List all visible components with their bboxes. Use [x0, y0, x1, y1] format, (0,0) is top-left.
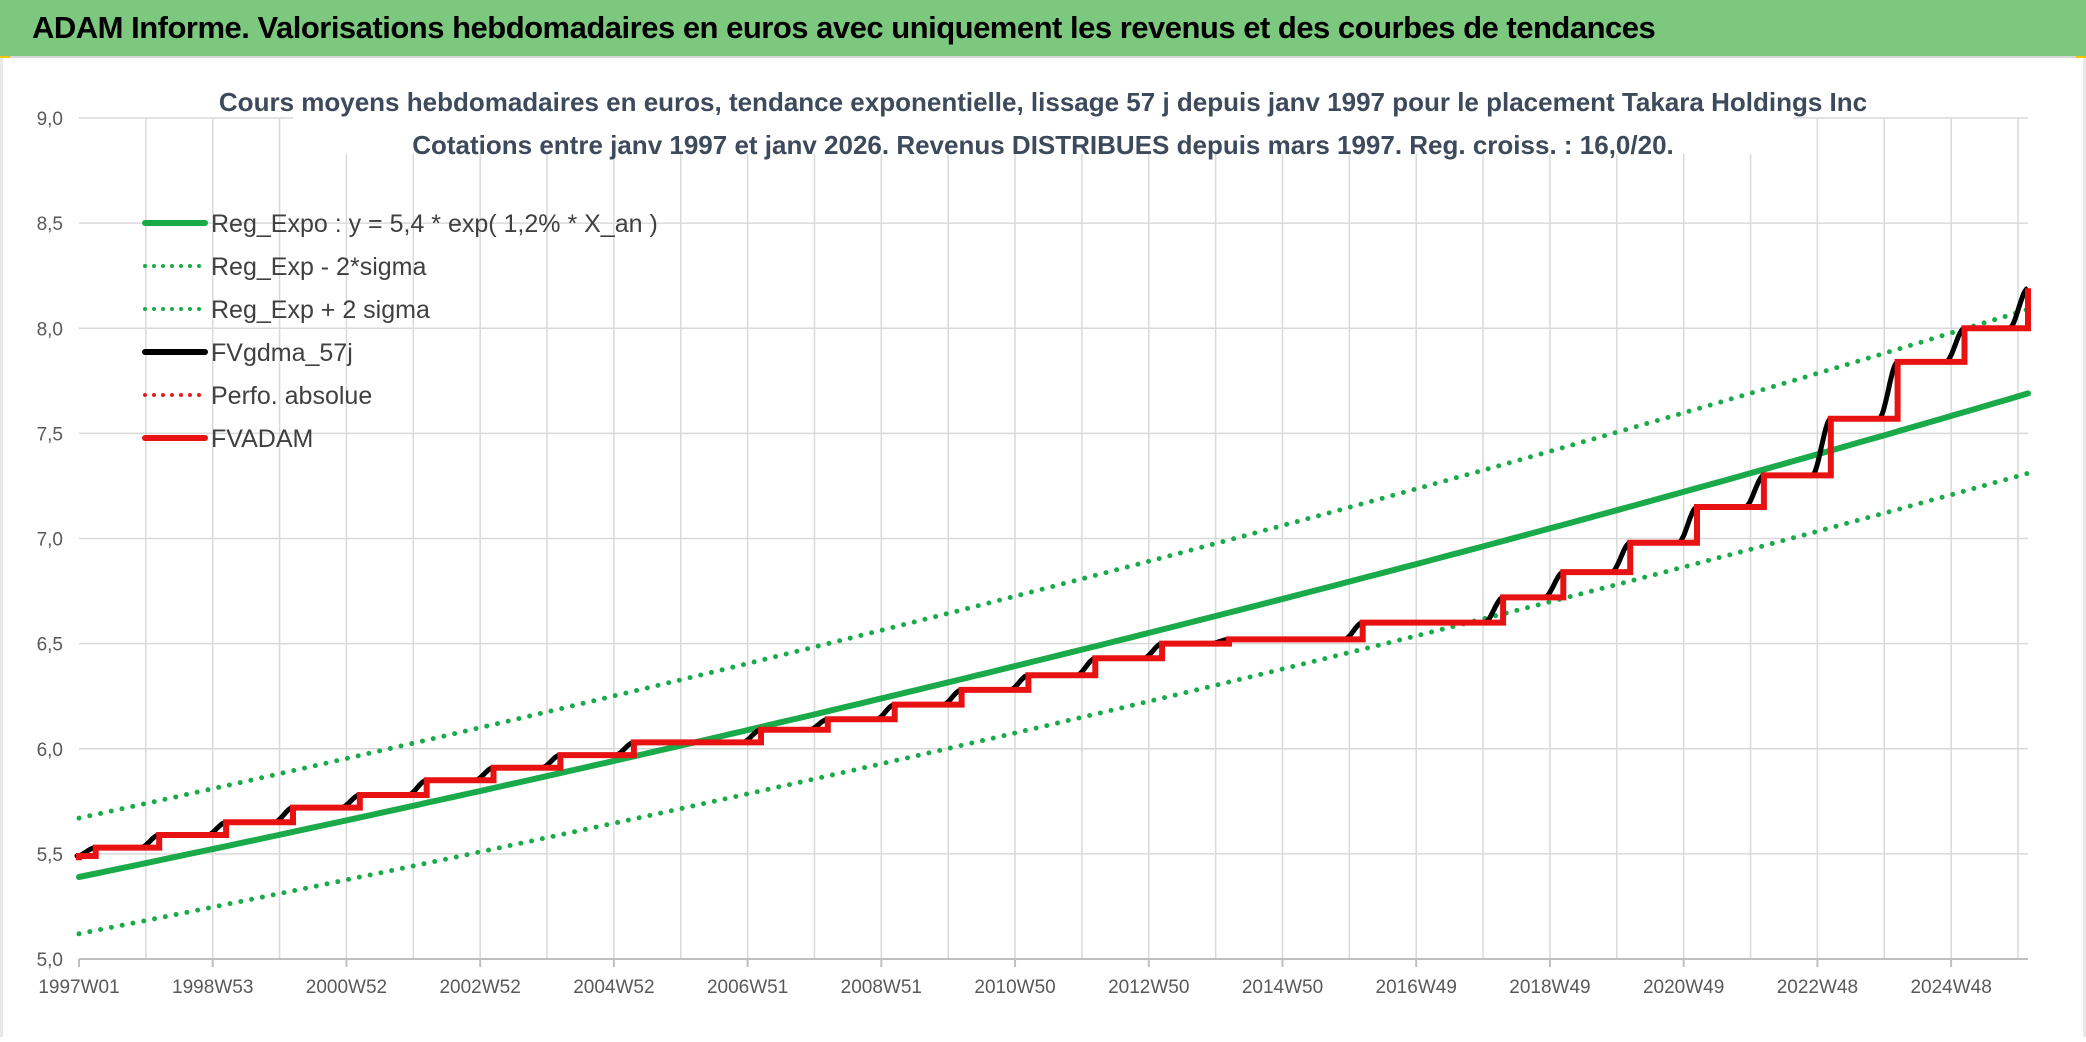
series-line-reg-exp-minus-2sigma: [76, 470, 2031, 937]
grid-layer: [79, 117, 2028, 960]
chart-svg: 5,0 5,5 6,0 6,5 7,0 7,5 8,0 8,5 9,0 1997W01 1998W5…: [37, 78, 2031, 998]
chart-subtitle: Cotations entre janv 1997 et janv 2026. …: [412, 130, 1674, 160]
y-tick-label: 8,0: [37, 319, 63, 340]
legend-label: Reg_Expo : y = 5,4 * exp( 1,2% * X_an ): [211, 210, 658, 238]
y-tick-label: 8,5: [37, 214, 63, 235]
chart-area: 5,0 5,5 6,0 6,5 7,0 7,5 8,0 8,5 9,0 1997W01 1998W5…: [0, 58, 2086, 1037]
x-tick-label: 1997W01: [38, 977, 119, 998]
axis-layer: 5,0 5,5 6,0 6,5 7,0 7,5 8,0 8,5 9,0 1997W01 1998W5…: [37, 109, 2028, 998]
x-tick-label: 2016W49: [1376, 977, 1457, 998]
chart-title: Cours moyens hebdomadaires en euros, ten…: [219, 87, 1867, 117]
legend-label: Reg_Exp + 2 sigma: [211, 296, 430, 324]
series-line-fvgdma-57j: [74, 286, 2030, 859]
y-tick-label: 5,5: [37, 845, 63, 866]
x-tick-label: 2014W50: [1242, 977, 1323, 998]
legend-label: FVADAM: [211, 425, 313, 453]
y-tick-label: 7,5: [37, 424, 63, 445]
x-tick-label: 2010W50: [974, 977, 1055, 998]
y-tick-label: 6,5: [37, 635, 63, 656]
series-layer: [74, 286, 2031, 937]
x-tick-label: 2024W48: [1910, 977, 1991, 998]
x-tick-label: 2006W51: [707, 977, 788, 998]
y-tick-label: 9,0: [37, 109, 63, 130]
legend-label: Perfo. absolue: [211, 382, 372, 410]
legend: Reg_Expo : y = 5,4 * exp( 1,2% * X_an ) R…: [142, 210, 658, 453]
x-tick-label: 2002W52: [439, 977, 520, 998]
legend-label: FVgdma_57j: [211, 339, 353, 367]
x-tick-label: 2022W48: [1777, 977, 1858, 998]
x-tick-label: 1998W53: [172, 977, 253, 998]
series-line-reg-expo: [76, 390, 2031, 880]
x-tick-label: 2004W52: [573, 977, 654, 998]
title-layer: Cours moyens hebdomadaires en euros, ten…: [219, 78, 1867, 160]
y-tick-label: 5,0: [37, 950, 63, 971]
x-tick-label: 2012W50: [1108, 977, 1189, 998]
legend-label: Reg_Exp - 2*sigma: [211, 253, 426, 281]
y-tick-label: 6,0: [37, 740, 63, 761]
title-background: [293, 78, 1793, 154]
series-line-fvadam: [76, 288, 2031, 861]
series-line-reg-exp-plus-2sigma: [76, 306, 2031, 821]
report-title: ADAM Informe. Valorisations hebdomadaire…: [32, 10, 1656, 45]
x-tick-label: 2000W52: [306, 977, 387, 998]
x-tick-label: 2008W51: [841, 977, 922, 998]
x-tick-label: 2018W49: [1509, 977, 1590, 998]
report-header: ADAM Informe. Valorisations hebdomadaire…: [0, 0, 2086, 58]
x-tick-label: 2020W49: [1643, 977, 1724, 998]
y-tick-label: 7,0: [37, 530, 63, 551]
